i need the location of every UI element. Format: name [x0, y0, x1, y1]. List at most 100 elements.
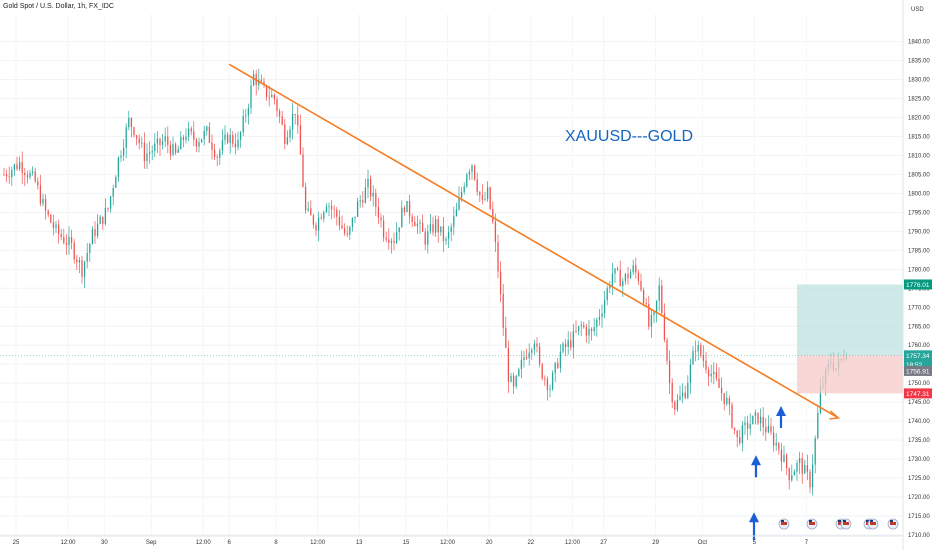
candle-body [432, 224, 434, 233]
candle-body [783, 454, 785, 462]
candle-body [736, 430, 738, 438]
candle-body [359, 200, 361, 202]
candle-body [354, 216, 356, 218]
x-tick-label: 25 [13, 540, 20, 546]
candle-body [369, 178, 372, 197]
candle-body [414, 221, 416, 227]
candle-body [107, 207, 109, 209]
candle-body [512, 375, 515, 387]
candle-body [47, 210, 49, 215]
candle-body [759, 417, 762, 424]
candle-body [83, 261, 86, 277]
candle-body [749, 424, 751, 429]
candle-body [752, 415, 754, 425]
candle-body [130, 118, 133, 128]
candle-body [177, 149, 179, 153]
candle-body [538, 346, 541, 364]
candle-body [588, 328, 590, 336]
candle-body [572, 331, 575, 348]
y-tick-label: 1830.00 [908, 78, 930, 84]
candle-body [5, 174, 8, 177]
candle-body [310, 208, 312, 216]
candle-body [562, 343, 564, 352]
candle-body [640, 280, 642, 291]
x-tick-label: 30 [101, 540, 108, 546]
candle-body [549, 389, 551, 390]
candle-body [720, 387, 723, 394]
candle-body [89, 244, 91, 253]
candle-body [653, 312, 655, 316]
y-tick-label: 1750.00 [908, 381, 930, 387]
candle-body [63, 237, 65, 243]
candle-body [424, 231, 426, 245]
candle-body [689, 364, 692, 384]
candle-body [525, 357, 528, 359]
candle-body [380, 217, 382, 221]
candle-body [156, 138, 159, 144]
x-tick-label: 7 [805, 540, 809, 546]
y-tick-label: 1800.00 [908, 191, 930, 197]
y-tick-label: 1840.00 [908, 40, 930, 46]
candle-body [31, 171, 34, 174]
candle-body [37, 181, 39, 186]
candle-body [484, 199, 486, 200]
candle-body [471, 165, 473, 172]
candle-body [18, 162, 21, 169]
candle-body [356, 201, 359, 217]
candle-body [705, 360, 707, 370]
candle-body [473, 165, 476, 180]
candle-body [731, 404, 733, 428]
candle-body [237, 139, 239, 148]
candle-body [268, 96, 270, 98]
candle-body [609, 286, 611, 289]
candle-body [180, 137, 182, 150]
candle-body [276, 99, 278, 111]
candle-body [364, 187, 367, 203]
candles [3, 68, 848, 496]
candle-body [323, 212, 325, 219]
candle-body [466, 174, 468, 187]
candle-body [681, 392, 684, 397]
candle-body [34, 171, 36, 182]
entry-price-label-bg [904, 365, 932, 376]
candle-body [762, 417, 764, 428]
candle-body [60, 233, 62, 238]
candle-body [528, 352, 530, 359]
candle-body [278, 110, 281, 117]
candle-body [406, 201, 408, 213]
candle-body [86, 252, 88, 262]
trendline-arrowhead [829, 410, 841, 420]
candle-body [122, 147, 125, 156]
candle-body [577, 326, 580, 332]
candle-body [421, 222, 424, 232]
candle-body [596, 319, 598, 328]
y-tick-label: 1715.00 [908, 514, 930, 520]
candle-body [533, 343, 536, 350]
candle-body [91, 229, 94, 245]
candle-body [315, 224, 317, 231]
candle-body [398, 227, 400, 232]
y-tick-label: 1825.00 [908, 97, 930, 103]
candle-body [541, 363, 543, 379]
candle-body [622, 281, 624, 287]
candle-body [416, 223, 419, 227]
candle-body [185, 136, 187, 141]
candle-body [234, 143, 237, 148]
candle-body [252, 74, 255, 86]
y-axis: 1710.00 1715.00 1720.00 1725.00 1730.00 1735.… [902, 0, 932, 550]
candle-body [226, 134, 229, 143]
candle-body [115, 177, 117, 189]
candle-body [447, 232, 450, 239]
candle-body [635, 265, 637, 273]
candle-body [817, 412, 819, 439]
y-tick-label: 1820.00 [908, 116, 930, 122]
candle-body [663, 313, 666, 340]
candle-body [700, 345, 702, 356]
candle-body [112, 188, 114, 197]
candle-body [575, 331, 577, 332]
candle-body [128, 118, 130, 128]
candle-body [718, 378, 720, 388]
candle-body [206, 126, 208, 131]
event-flag-icon [778, 518, 790, 530]
